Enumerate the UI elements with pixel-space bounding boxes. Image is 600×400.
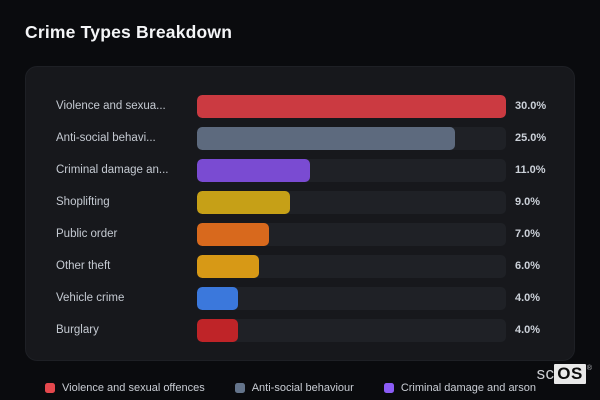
legend-swatch [234, 383, 245, 393]
bar[interactable] [197, 94, 506, 118]
bar-track [197, 286, 506, 310]
legend-swatch [45, 383, 55, 393]
legend-swatch [383, 383, 394, 393]
bar-row: Anti-social behavi... 25.0% [26, 122, 574, 154]
bar-row: Other theft 6.0% [26, 250, 574, 282]
bar-label: Shoplifting [56, 196, 110, 208]
bar[interactable] [197, 126, 455, 150]
brand-logo-suffix: OS [554, 364, 586, 384]
bar-track [197, 158, 506, 182]
bar-label: Vehicle crime [56, 292, 125, 304]
bar-value: 11.0% [515, 164, 546, 176]
bar-row: Criminal damage an... 11.0% [26, 154, 574, 186]
bar[interactable] [197, 222, 270, 246]
bar-value: 6.0% [515, 260, 541, 272]
bar-track [197, 190, 506, 214]
bar[interactable] [197, 158, 311, 182]
bar[interactable] [197, 254, 259, 278]
bar-rows: Violence and sexua... 30.0% Anti-social be… [26, 90, 574, 346]
bar-label: Burglary [56, 324, 99, 336]
legend-item[interactable]: Anti-social behaviour [234, 382, 354, 394]
bar-value: 25.0% [515, 132, 547, 144]
bar-value: 30.0% [515, 100, 547, 112]
bar-row: Vehicle crime 4.0% [26, 282, 574, 314]
bar[interactable] [197, 318, 239, 342]
bar-value: 4.0% [515, 324, 541, 336]
bar-row: Violence and sexua... 30.0% [26, 90, 574, 122]
bar-label: Criminal damage an... [56, 164, 169, 176]
bar-label: Other theft [56, 260, 111, 272]
legend-label: Violence and sexual offences [62, 382, 205, 394]
bar-row: Public order 7.0% [26, 218, 574, 250]
bar-value: 9.0% [515, 196, 541, 208]
chart-card: Violence and sexua... 30.0% Anti-social be… [25, 66, 575, 361]
bar-label: Violence and sexua... [56, 100, 166, 112]
legend-item[interactable]: Violence and sexual offences [45, 382, 205, 394]
bar-track [197, 222, 506, 246]
page-title: Crime Types Breakdown [25, 22, 233, 42]
bar-row: Burglary 4.0% [26, 314, 574, 346]
bar-track [197, 94, 506, 118]
bar-track [197, 254, 506, 278]
bar-value: 7.0% [515, 228, 541, 240]
brand-logo: sc OS ® [537, 364, 592, 384]
legend-item[interactable]: Criminal damage and arson [383, 382, 536, 394]
legend-label: Criminal damage and arson [400, 382, 536, 394]
bar-label: Anti-social behavi... [56, 132, 156, 144]
bar-label: Public order [56, 228, 118, 240]
chart-legend: Violence and sexual offences Anti-social … [45, 382, 566, 394]
bar-value: 4.0% [515, 292, 541, 304]
bar[interactable] [197, 286, 239, 310]
bar[interactable] [197, 190, 290, 214]
bar-track [197, 126, 506, 150]
brand-logo-prefix: sc [536, 364, 555, 383]
bar-row: Shoplifting 9.0% [26, 186, 574, 218]
bar-track [197, 318, 506, 342]
legend-label: Anti-social behaviour [251, 382, 354, 394]
registered-trademark-icon: ® [586, 365, 592, 372]
